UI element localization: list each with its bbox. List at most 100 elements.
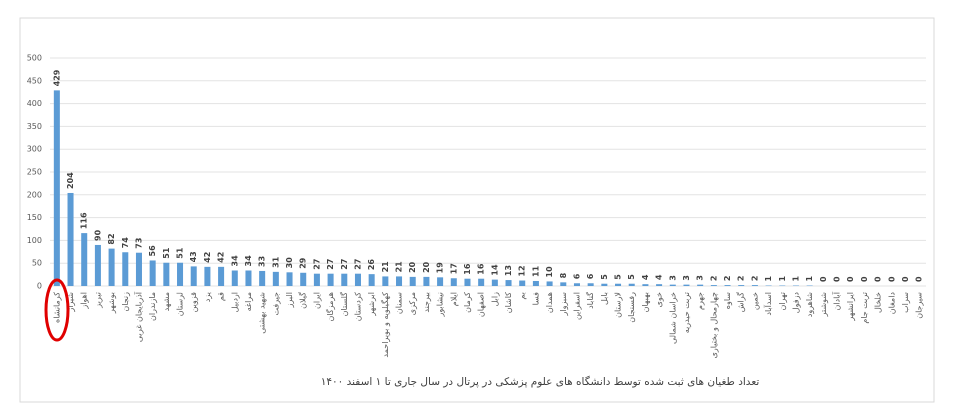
value-label: 20 [422, 261, 431, 273]
bar [683, 284, 690, 286]
value-label: 27 [353, 259, 362, 270]
value-label: 51 [176, 247, 185, 259]
x-tick-label: جیرفت [271, 292, 280, 316]
value-label: 27 [340, 259, 349, 270]
x-tick-label: آذربایجان غربی [133, 291, 143, 342]
chart-title: تعداد طغیان های ثبت شده توسط دانشگاه های… [321, 375, 760, 388]
x-tick-label: دزفول [791, 292, 800, 314]
bar [163, 262, 170, 286]
x-tick-label: مشهد [162, 292, 171, 311]
x-tick-label: اردبیل [230, 292, 239, 312]
bar [259, 270, 266, 286]
x-tick-label: بیرجند [422, 292, 431, 313]
bar [231, 270, 238, 286]
value-label: 0 [915, 276, 924, 282]
bar [587, 283, 594, 286]
x-tick-label: کرمان [463, 292, 472, 313]
x-tick-label: فسا [531, 292, 540, 306]
value-label: 16 [477, 263, 486, 275]
x-tick-label: ساوه [723, 292, 732, 309]
value-label: 34 [244, 255, 253, 267]
x-tick-label: گراش [736, 292, 746, 312]
y-tick-label: 350 [27, 122, 42, 131]
x-tick-label: قم [217, 292, 226, 301]
value-label: 0 [901, 276, 910, 282]
bar [437, 277, 444, 286]
value-label: 5 [627, 274, 636, 280]
y-tick-label: 250 [27, 168, 42, 177]
value-label: 2 [750, 276, 759, 282]
bar [560, 282, 567, 286]
value-label: 0 [860, 276, 869, 282]
bar [149, 260, 156, 286]
bar [656, 284, 663, 286]
value-label: 1 [791, 276, 800, 282]
x-tick-label: گناباد [585, 292, 595, 309]
value-label: 0 [833, 276, 842, 282]
x-tick-label: مرکزی [408, 292, 417, 315]
x-tick-label: مراغه [244, 292, 253, 311]
x-tick-label: کرمانشاه [52, 292, 61, 323]
value-label: 19 [436, 262, 445, 274]
value-label: 27 [326, 259, 335, 270]
bar [423, 276, 430, 286]
value-label: 42 [203, 252, 212, 263]
value-label: 43 [189, 251, 198, 262]
x-tick-label: آبادان [832, 291, 842, 310]
x-tick-label: تبریز [93, 292, 102, 309]
x-tick-label: لرستان [176, 292, 185, 316]
x-tick-label: بم [518, 292, 527, 300]
bar [300, 272, 307, 286]
x-tick-label: یزد [203, 292, 212, 302]
bar [532, 280, 539, 286]
value-label: 2 [709, 276, 718, 282]
bar [177, 262, 184, 286]
value-label: 5 [614, 274, 623, 280]
bar [313, 273, 320, 286]
value-label: 82 [107, 233, 116, 244]
value-label: 5 [600, 274, 609, 280]
value-label: 29 [299, 257, 308, 269]
bar [642, 284, 649, 286]
y-tick-label: 150 [27, 213, 42, 222]
value-label: 4 [641, 274, 650, 280]
bar [710, 285, 717, 286]
value-label: 17 [449, 263, 458, 274]
x-tick-label: زنجان [121, 292, 130, 312]
bar [368, 274, 375, 286]
x-tick-label: لارستان [614, 292, 623, 318]
bar [204, 266, 211, 286]
x-tick-label: اسفراین [572, 292, 581, 320]
value-label: 429 [52, 69, 61, 86]
y-tick-label: 0 [37, 282, 42, 291]
x-tick-label: ابرشهر [367, 292, 376, 317]
value-label: 11 [531, 265, 540, 277]
x-tick-label: خلخال [874, 292, 883, 313]
x-tick-label: اهواز [80, 292, 89, 310]
value-label: 3 [696, 275, 705, 281]
x-tick-label: جهرم [696, 292, 705, 310]
x-tick-label: رفسنجان [627, 292, 636, 323]
value-label: 13 [504, 265, 513, 276]
x-tick-label: شاهرود [805, 292, 814, 317]
value-label: 34 [230, 255, 239, 267]
x-tick-label: شوشتر [819, 292, 828, 318]
value-label: 6 [586, 273, 595, 279]
value-label: 6 [572, 273, 581, 279]
bar [245, 270, 252, 286]
chart-frame [19, 17, 935, 403]
value-label: 42 [217, 252, 226, 263]
x-tick-label: تربت جام [860, 292, 869, 324]
value-label: 1 [764, 276, 773, 282]
value-label: 0 [846, 276, 855, 282]
y-tick-label: 50 [32, 259, 42, 268]
y-tick-label: 100 [27, 236, 42, 245]
x-tick-label: سمنان [395, 292, 404, 314]
x-tick-label: قزوین [189, 292, 198, 313]
x-tick-label: خراسان شمالی [668, 292, 677, 344]
x-tick-label: هرمزگان [325, 292, 335, 321]
x-tick-label: بهبهان [641, 292, 650, 312]
bar [738, 285, 745, 286]
bar [382, 276, 389, 286]
